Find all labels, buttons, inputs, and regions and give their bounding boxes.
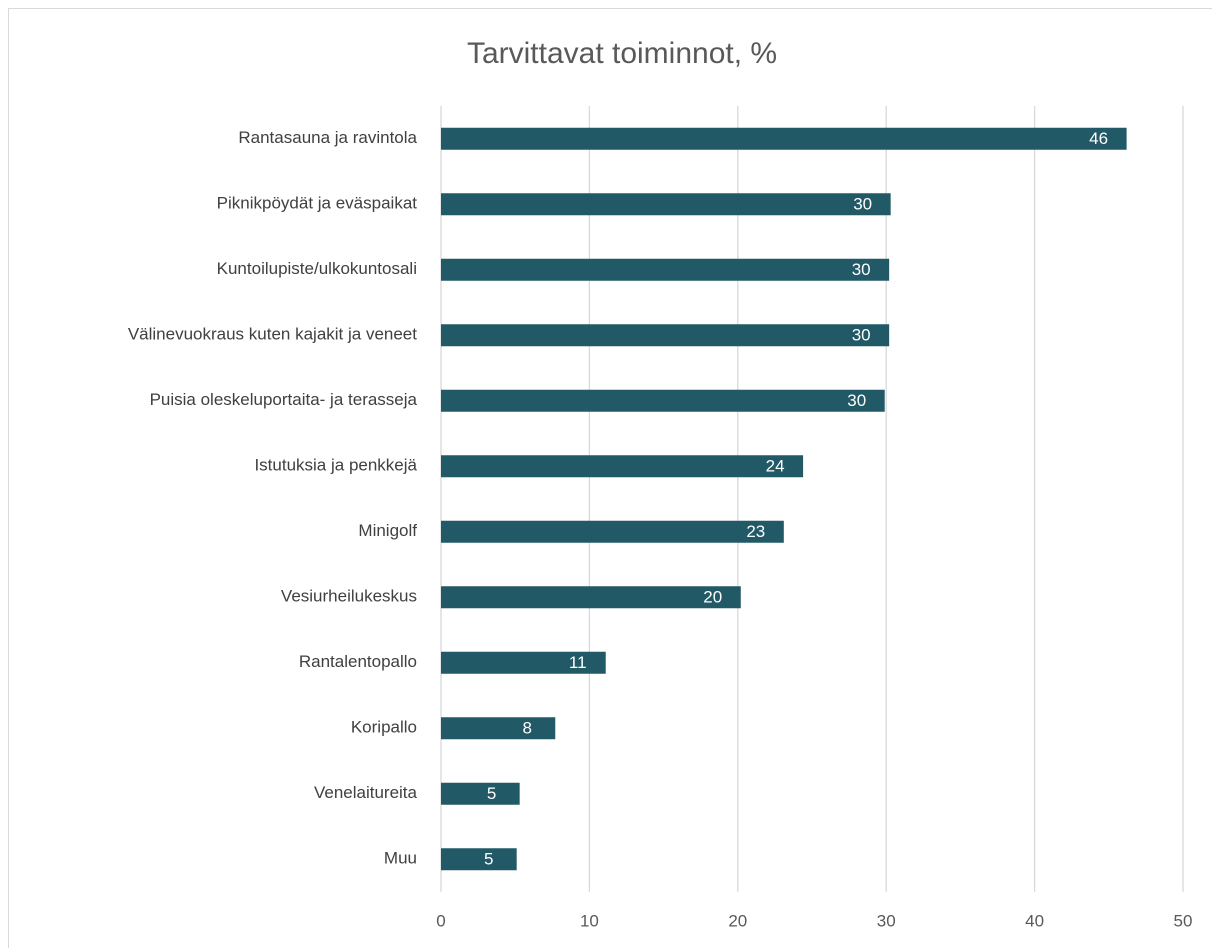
- x-tick-label: 40: [1025, 911, 1044, 930]
- y-tick-label: Vesiurheilukeskus: [281, 587, 417, 606]
- value-label: 30: [847, 391, 866, 410]
- bar: [441, 389, 885, 412]
- bar: [441, 193, 891, 216]
- y-tick-label: Minigolf: [358, 521, 417, 540]
- value-label: 23: [746, 522, 765, 541]
- y-tick-label: Puisia oleskeluportaita- ja terasseja: [150, 390, 418, 409]
- y-tick-label: Rantalentopallo: [299, 652, 417, 671]
- value-label: 30: [852, 326, 871, 345]
- value-label: 46: [1089, 129, 1108, 148]
- y-tick-label: Koripallo: [351, 718, 417, 737]
- value-label: 5: [484, 850, 493, 869]
- bar: [441, 455, 804, 478]
- bar: [441, 717, 556, 740]
- x-tick-label: 10: [580, 911, 599, 930]
- value-label: 8: [523, 719, 532, 738]
- y-tick-label: Rantasauna ja ravintola: [238, 128, 417, 147]
- y-tick-label: Piknikpöydät ja eväspaikat: [217, 194, 418, 213]
- y-tick-label: Muu: [384, 849, 417, 868]
- y-tick-label: Välinevuokraus kuten kajakit ja veneet: [128, 325, 417, 344]
- y-tick-label: Kuntoilupiste/ulkokuntosali: [217, 259, 417, 278]
- bar: [441, 127, 1127, 150]
- chart-frame: [8, 8, 1212, 948]
- x-tick-label: 20: [728, 911, 747, 930]
- bar: [441, 324, 890, 347]
- y-tick-label: Venelaitureita: [314, 783, 418, 802]
- value-label: 30: [853, 195, 872, 214]
- chart-title: Tarvittavat toiminnot, %: [467, 37, 777, 70]
- value-label: 5: [487, 784, 496, 803]
- bar: [441, 586, 741, 609]
- bar: [441, 651, 606, 674]
- y-tick-label: Istutuksia ja penkkejä: [254, 456, 417, 475]
- value-label: 20: [703, 588, 722, 607]
- value-label: 24: [766, 457, 785, 476]
- x-tick-label: 0: [436, 911, 445, 930]
- bar: [441, 258, 890, 281]
- value-label: 30: [852, 260, 871, 279]
- bar: [441, 782, 520, 805]
- value-label: 11: [569, 653, 587, 672]
- x-tick-label: 50: [1174, 911, 1193, 930]
- bar: [441, 848, 517, 871]
- x-tick-label: 30: [877, 911, 896, 930]
- bar: [441, 520, 784, 543]
